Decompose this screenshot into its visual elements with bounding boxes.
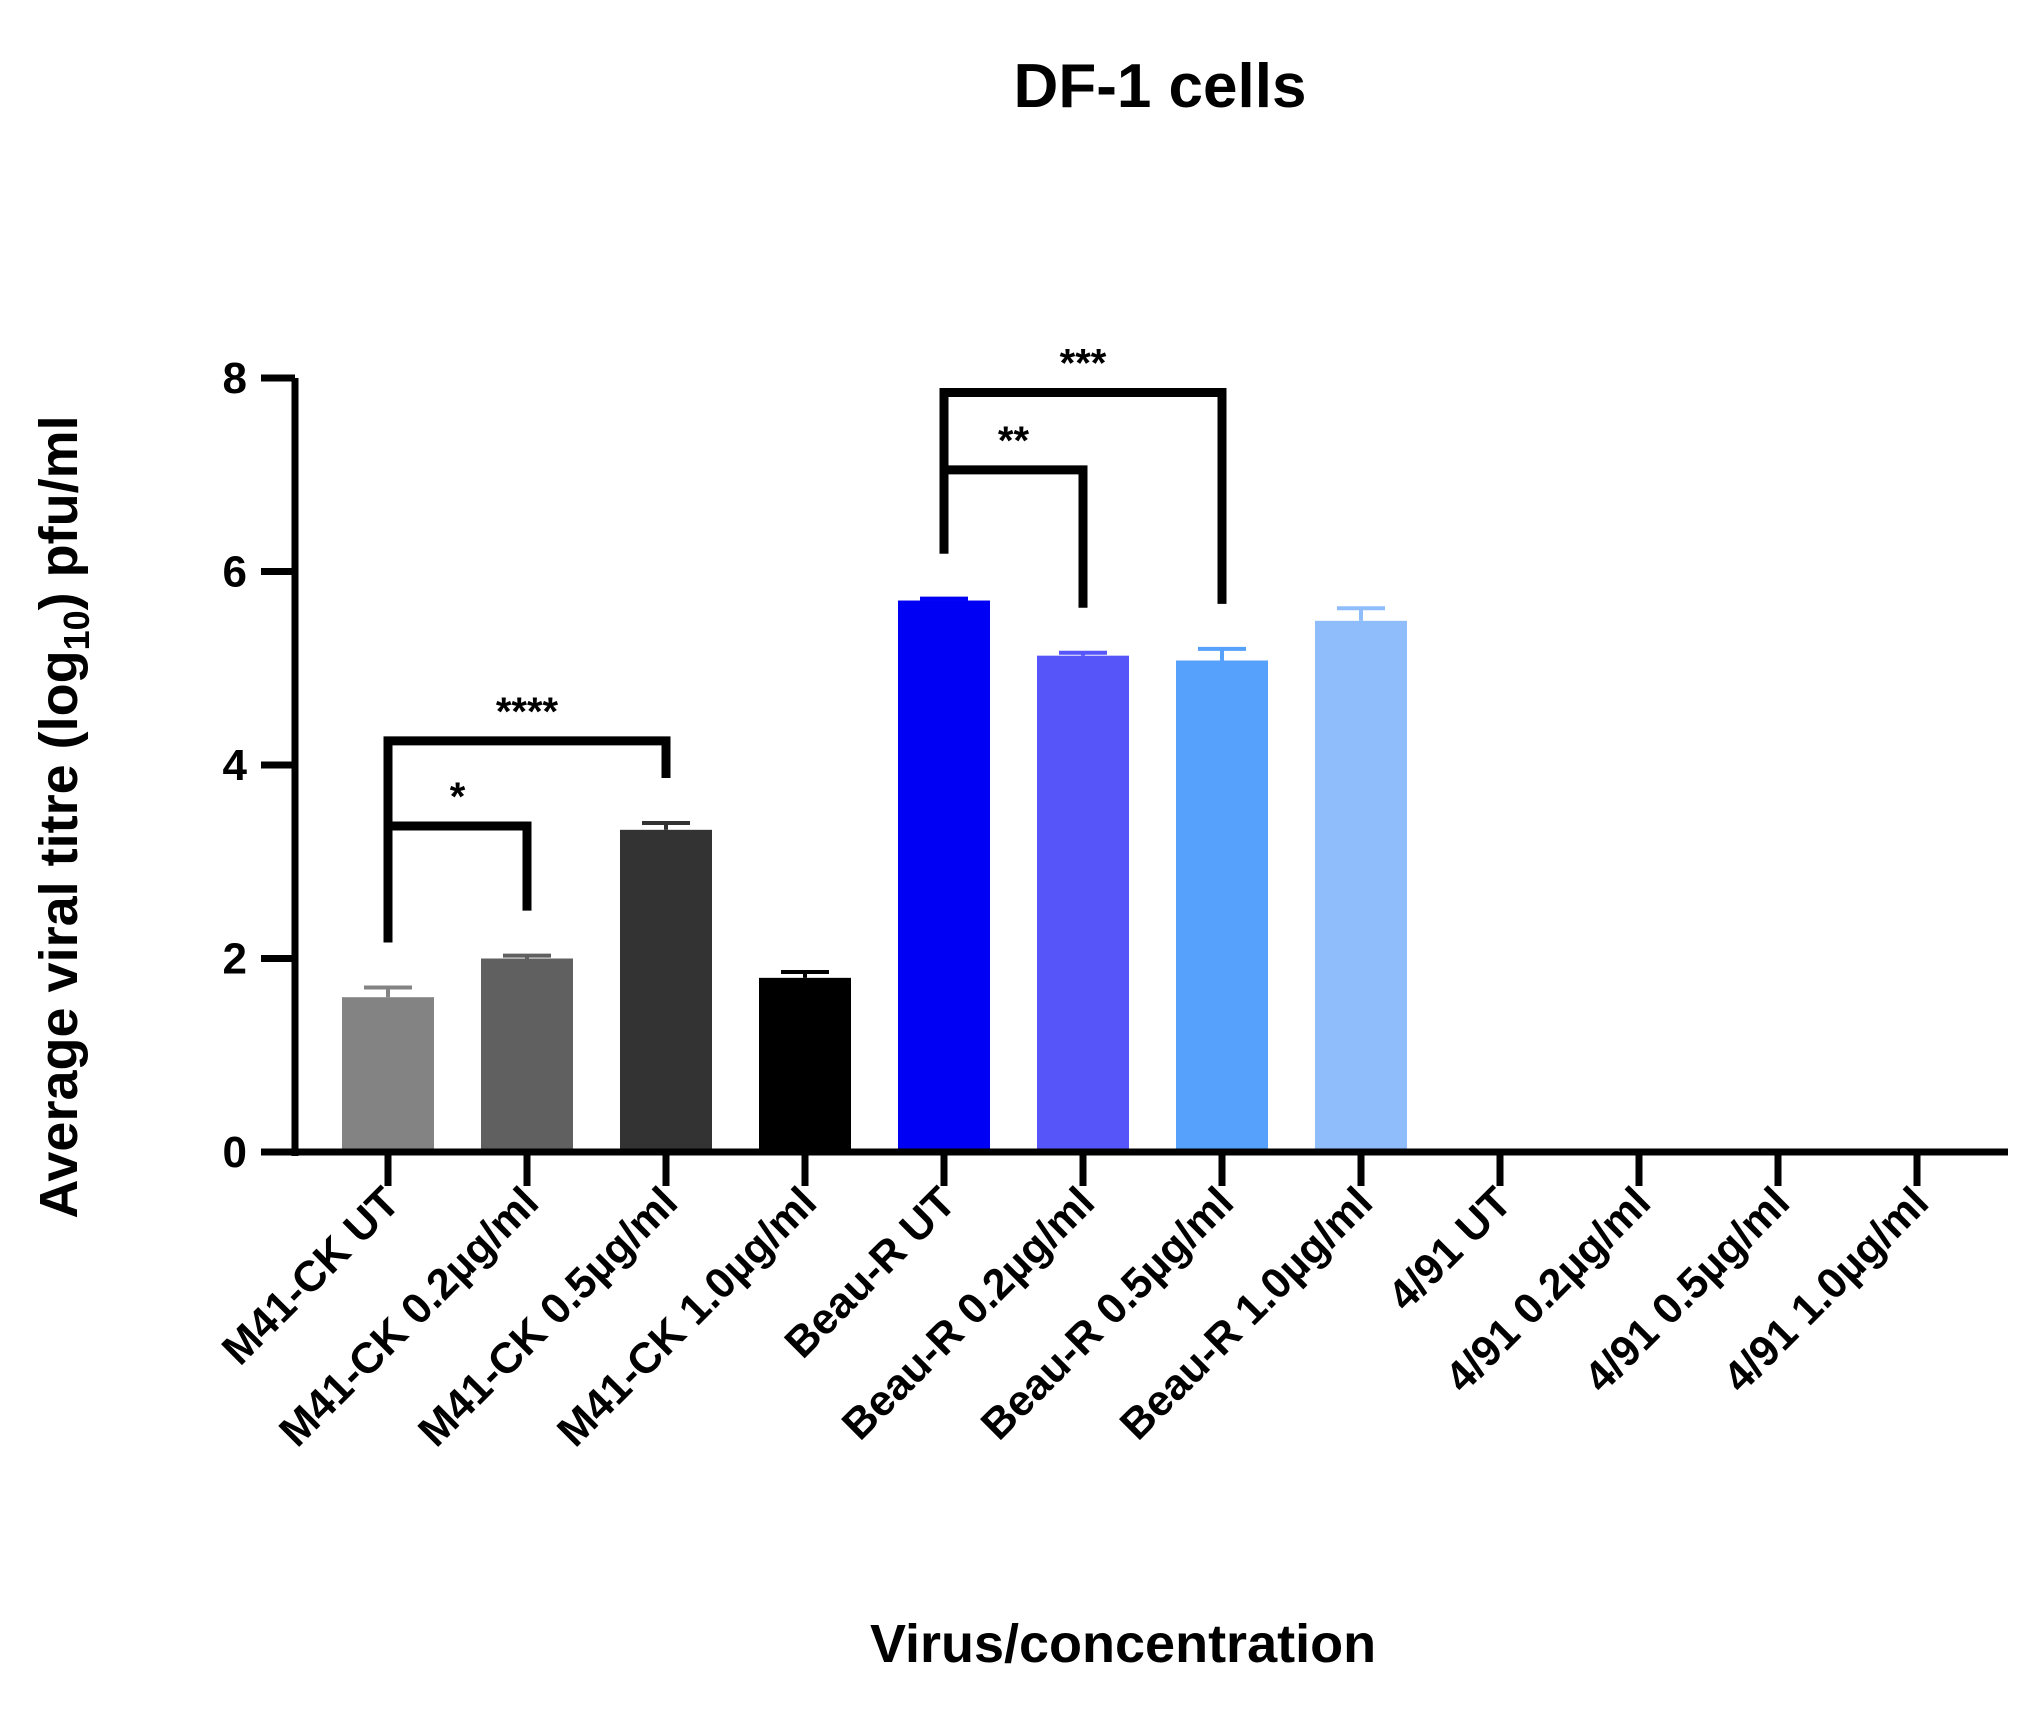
significance-bracket-1 [383,821,532,943]
y-tick-label-8: 8 [223,354,247,403]
y-axis-title: Average viral titre (log10) pfu/ml [29,415,97,1218]
y-tick-label-4: 4 [223,741,248,790]
significance-label-1: * [450,775,466,819]
x-tick-label-4: M41-CK 1.0µg/ml [548,1178,826,1456]
x-tick-label-3: M41-CK 0.5µg/ml [409,1178,687,1456]
bar-4 [759,977,851,1152]
bar-1 [342,997,434,1152]
bar-5 [898,600,990,1152]
significance-label-3: ** [998,419,1030,463]
x-tick-label-8: Beau-R 1.0µg/ml [1111,1178,1382,1449]
x-tick-label-9: 4/91 UT [1379,1178,1521,1320]
significance-bracket-3 [939,465,1088,608]
significance-label-2: **** [496,690,559,734]
bar-3 [620,829,712,1152]
x-axis-title: Virus/concentration [870,1614,1376,1674]
bar-2 [481,958,573,1152]
significance-bracket-2 [383,736,671,943]
y-tick-label-6: 6 [223,548,247,597]
y-tick-label-2: 2 [223,935,247,984]
chart-title: DF-1 cells [1014,52,1307,121]
bar-7 [1176,660,1268,1152]
bar-8 [1315,620,1407,1152]
bars-layer [342,600,1407,1152]
bar-6 [1037,655,1129,1152]
x-tick-label-2: M41-CK 0.2µg/ml [270,1178,548,1456]
error-bars-layer [364,596,1385,998]
significance-label-4: *** [1060,342,1107,386]
y-tick-label-0: 0 [223,1128,247,1177]
x-tick-label-6: Beau-R 0.2µg/ml [833,1178,1104,1449]
x-tick-label-7: Beau-R 0.5µg/ml [972,1178,1243,1449]
significance-bracket-4 [939,388,1227,604]
y-ticks-layer: 0 2 4 6 8 [223,354,295,1177]
significance-layer: ********** [383,342,1227,943]
